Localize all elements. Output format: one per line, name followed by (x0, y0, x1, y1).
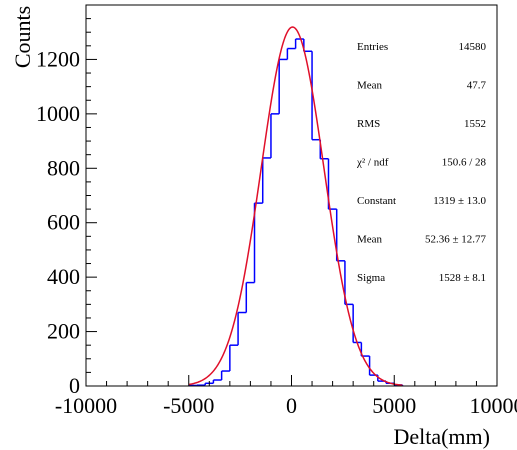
y-tick-label: 0 (69, 373, 80, 398)
fit-curve (188, 26, 403, 386)
stat-value: 1552 (464, 118, 486, 130)
stat-label: Constant (357, 195, 396, 207)
stat-label: RMS (357, 118, 380, 130)
stat-label: Sigma (357, 272, 385, 284)
y-tick-label: 1000 (36, 101, 80, 126)
x-axis-label: Delta(mm) (393, 424, 490, 449)
stat-label: Entries (357, 41, 388, 53)
y-tick-label: 200 (47, 319, 80, 344)
stat-label: Mean (357, 80, 383, 92)
stat-value: 47.7 (467, 80, 487, 92)
stat-value: 14580 (459, 41, 487, 53)
x-tick-label: 0 (286, 393, 297, 418)
y-tick-label: 600 (47, 210, 80, 235)
y-tick-label: 800 (47, 155, 80, 180)
x-tick-label: -5000 (163, 393, 214, 418)
x-tick-label: 5000 (372, 393, 416, 418)
y-tick-label: 400 (47, 264, 80, 289)
stat-value: 150.6 / 28 (442, 157, 487, 169)
x-tick-label: -10000 (55, 393, 117, 418)
y-axis-label: Counts (10, 6, 35, 68)
stat-value: 1528 ± 8.1 (439, 272, 486, 284)
stat-value: 52.36 ± 12.77 (425, 234, 487, 246)
stat-label: Mean (357, 234, 383, 246)
x-axis: -10000 -5000 0 5000 10000 (55, 375, 517, 418)
stat-label: χ² / ndf (356, 157, 389, 169)
y-tick-label: 1200 (36, 46, 80, 71)
x-tick-label: 10000 (470, 393, 517, 418)
fit-curve-layer (188, 26, 403, 386)
y-axis: 0 200 400 600 800 1000 1200 (36, 4, 97, 398)
stats-box: Entries 14580 Mean 47.7 RMS 1552 χ² / ndf 150.6… (356, 41, 487, 284)
stat-value: 1319 ± 13.0 (433, 195, 486, 207)
